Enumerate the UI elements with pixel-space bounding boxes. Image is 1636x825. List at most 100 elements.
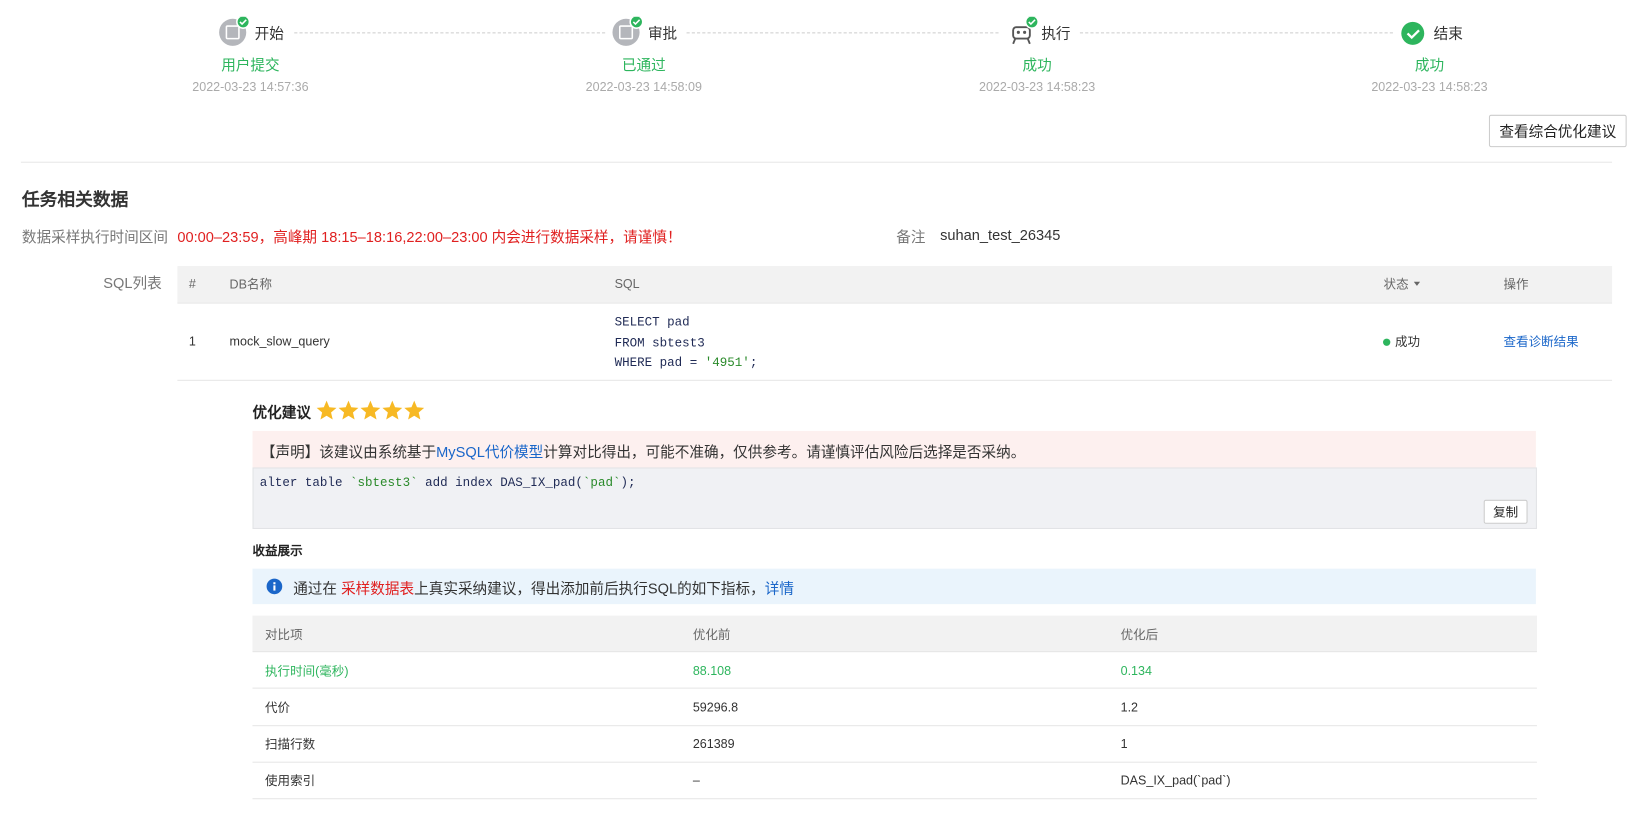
star [338, 400, 359, 420]
info-highlight: 采样数据表 [341, 580, 415, 597]
cell: 0.134 [1120, 663, 1152, 678]
step-connector [1079, 32, 1393, 34]
sql-line: WHERE pad = '4951'; [615, 354, 758, 374]
code-token: ); [620, 475, 636, 491]
row-divider [252, 688, 1537, 690]
cell: DAS_IX_pad(`pad`) [1120, 773, 1231, 789]
cell: mock_slow_query [229, 333, 330, 349]
cell: 扫描行数 [265, 737, 316, 752]
row-divider [177, 379, 1613, 381]
row-divider [252, 761, 1537, 763]
notice-text: 计算对比得出，可能不准确，仅供参考。请谨慎评估风险后选择是否采纳。 [543, 443, 1026, 461]
sql-code: SELECT pad FROM sbtest3 WHERE pad = '4951'… [615, 313, 758, 374]
cell: 261389 [692, 736, 735, 752]
column-header: DB名称 [229, 277, 272, 292]
row-divider [177, 302, 1613, 304]
notice-box [252, 430, 1536, 468]
field-label: 备注 [896, 228, 926, 246]
cell: – [692, 773, 700, 789]
column-header: 对比项 [265, 627, 303, 642]
column-header: 操作 [1503, 277, 1529, 292]
code-token: alter table [259, 475, 350, 491]
notice: 【声明】该建议由系统基于MySQL代价模型计算对比得出，可能不准确，仅供参考。请… [261, 441, 1025, 462]
section-title: 任务相关数据 [21, 189, 129, 210]
cell: 88.108 [692, 663, 732, 678]
advice-code: alter table `sbtest3` add index DAS_IX_p… [260, 476, 636, 491]
info-icon [266, 578, 283, 595]
sort-icon[interactable] [1413, 281, 1421, 287]
rating [316, 400, 425, 420]
column-header: SQL [614, 276, 640, 292]
cell: 1.2 [1120, 700, 1139, 715]
step-label: 开始 [254, 25, 284, 42]
status-dot [1383, 338, 1391, 346]
step-icon [1012, 16, 1039, 45]
code-token: WHERE pad = [614, 355, 705, 371]
info: 通过在 采样数据表上真实采纳建议，得出添加前后执行SQL的如下指标，详情 [293, 578, 794, 599]
status: 成功 [1395, 334, 1421, 350]
notice-link[interactable]: MySQL代价模型 [436, 443, 544, 461]
step-connector [294, 32, 606, 34]
star [404, 400, 425, 420]
sql-line: FROM sbtest3 [615, 333, 758, 353]
column-header: 优化前 [692, 627, 731, 642]
table-header [252, 615, 1537, 653]
step-icon [219, 16, 251, 46]
step-status: 已通过 [621, 56, 666, 74]
field-label: 数据采样执行时间区间 [21, 228, 168, 246]
benefit-title: 收益展示 [252, 543, 303, 559]
cell: 59296.8 [692, 700, 739, 715]
star [382, 400, 403, 420]
row-divider [252, 724, 1537, 726]
step-label: 结束 [1433, 25, 1463, 42]
cell: 使用索引 [265, 774, 316, 789]
sql-line: SELECT pad [615, 313, 758, 333]
cell: 1 [1120, 736, 1128, 752]
step-status: 成功 [1022, 56, 1052, 74]
info-box [252, 568, 1536, 605]
info-text: 上真实采纳建议，得出添加前后执行SQL的如下指标， [414, 580, 765, 597]
cell: 执行时间(毫秒) [265, 663, 349, 679]
step-connector [686, 32, 999, 34]
notice-text: 【声明】该建议由系统基于 [260, 443, 437, 461]
code-token: `pad` [582, 475, 621, 491]
info-text: 通过在 [293, 580, 342, 597]
divider [20, 161, 1613, 163]
step-time: 2022-03-23 14:57:36 [192, 79, 309, 94]
cell: 代价 [265, 700, 291, 716]
code-token: `sbtest3` [349, 475, 418, 491]
advice-title: 优化建议 [252, 403, 311, 421]
code-token: FROM sbtest3 [614, 335, 705, 351]
column-header[interactable]: 状态 [1383, 277, 1409, 292]
field-value: suhan_test_26345 [940, 226, 1061, 244]
step-time: 2022-03-23 14:58:23 [979, 79, 1096, 94]
column-header: # [188, 276, 196, 292]
step-status: 成功 [1414, 56, 1445, 74]
row-divider [252, 798, 1537, 800]
field-label: SQL列表 [103, 274, 162, 292]
step-status: 用户提交 [221, 56, 280, 74]
table-header [177, 266, 1613, 303]
copy-button[interactable]: 复制 [1483, 499, 1528, 524]
diagnosis-link[interactable]: 查看诊断结果 [1503, 334, 1579, 350]
code-token: add index DAS_IX_pad( [417, 475, 583, 491]
code-token: '4951' [704, 355, 750, 371]
cell: 1 [188, 333, 196, 349]
step-icon [1401, 21, 1425, 45]
code-box [252, 467, 1537, 530]
step-label: 审批 [647, 25, 678, 42]
info-link[interactable]: 详情 [764, 580, 794, 597]
step-time: 2022-03-23 14:58:09 [585, 79, 702, 94]
star [316, 400, 337, 420]
step-icon [612, 16, 644, 46]
field-value: 00:00–23:59，高峰期 18:15–18:16,22:00–23:00 … [177, 228, 682, 246]
star [360, 400, 381, 420]
code-token: SELECT pad [614, 315, 690, 330]
optimize-button[interactable]: 查看综合优化建议 [1488, 114, 1627, 148]
compare-table: 对比项 优化前 优化后执行时间(毫秒) 88.108 0.134 代价 59296.8 1.2… [252, 615, 1537, 804]
column-header: 优化后 [1120, 627, 1159, 642]
step-time: 2022-03-23 14:58:23 [1371, 79, 1488, 94]
row-divider [252, 651, 1537, 653]
